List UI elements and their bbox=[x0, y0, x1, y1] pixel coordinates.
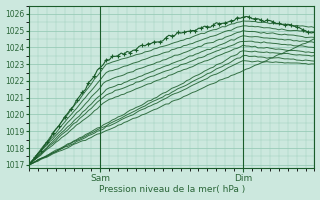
X-axis label: Pression niveau de la mer( hPa ): Pression niveau de la mer( hPa ) bbox=[99, 185, 245, 194]
